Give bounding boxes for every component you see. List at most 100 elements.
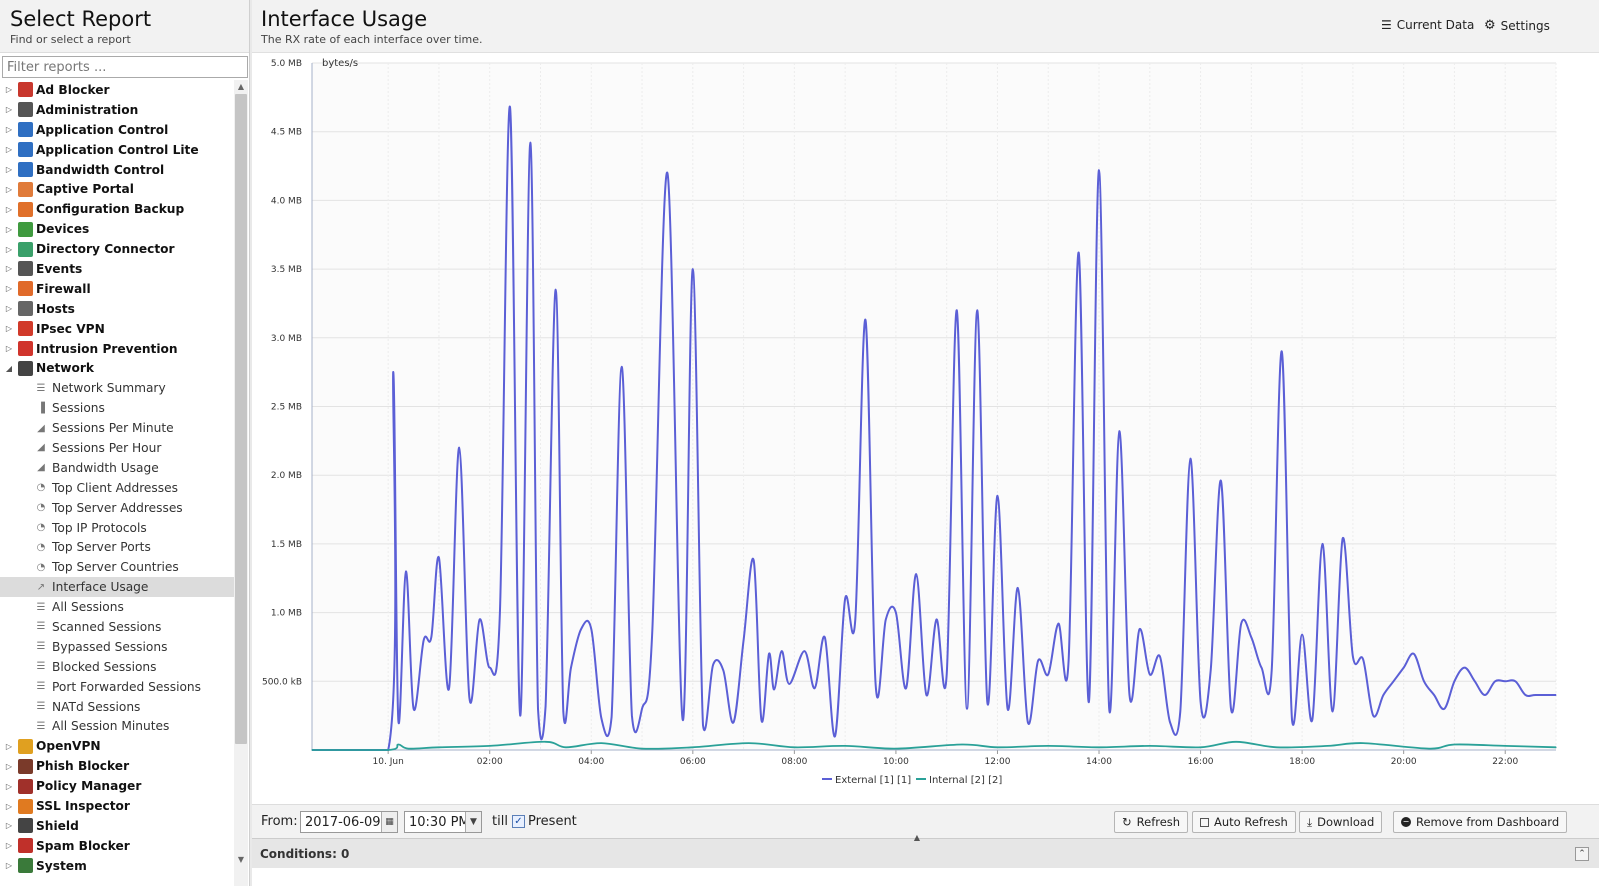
collapsed-arrow-icon[interactable]: ▷ (5, 125, 13, 135)
tree-category-hosts[interactable]: ▷ Hosts (0, 299, 234, 319)
chevron-down-icon[interactable]: ▼ (465, 812, 481, 832)
expanded-arrow-icon[interactable]: ◢ (5, 363, 13, 373)
collapsed-arrow-icon[interactable]: ▷ (5, 861, 13, 871)
tree-report-sessions-per-minute[interactable]: ◢ Sessions Per Minute (0, 418, 234, 438)
collapsed-arrow-icon[interactable]: ▷ (5, 781, 13, 791)
tree-category-events[interactable]: ▷ Events (0, 259, 234, 279)
from-time-field[interactable]: 10:30 PM ▼ (404, 811, 482, 833)
tree-category-application-control-lite[interactable]: ▷ Application Control Lite (0, 140, 234, 160)
data-point (555, 289, 557, 291)
present-checkbox[interactable]: ✓ (512, 815, 525, 828)
legend-item-label[interactable]: External [1] [1] (835, 775, 911, 786)
tree-report-top-server-countries[interactable]: ◔ Top Server Countries (0, 557, 234, 577)
tree-report-all-sessions[interactable]: ☰ All Sessions (0, 597, 234, 617)
collapsed-arrow-icon[interactable]: ▷ (5, 761, 13, 771)
tree-report-top-client-addresses[interactable]: ◔ Top Client Addresses (0, 478, 234, 498)
collapsed-arrow-icon[interactable]: ▷ (5, 85, 13, 95)
chevron-up-icon[interactable]: ▲ (913, 833, 921, 842)
tree-item-label: Top Server Countries (52, 560, 179, 575)
collapsed-arrow-icon[interactable]: ▷ (5, 324, 13, 334)
from-date-field[interactable]: 2017-06-09 ▦ (300, 811, 398, 833)
scroll-up-icon[interactable]: ▲ (237, 82, 245, 91)
administration-icon (18, 102, 33, 118)
data-point (1078, 252, 1080, 254)
line-chart-icon: ↗ (36, 581, 46, 593)
tree-category-ad-blocker[interactable]: ▷ Ad Blocker (0, 80, 234, 100)
collapsed-arrow-icon[interactable]: ▷ (5, 244, 13, 254)
collapsed-arrow-icon[interactable]: ▷ (5, 284, 13, 294)
download-button[interactable]: ⤓ Download (1299, 811, 1383, 833)
tree-report-natd-sessions[interactable]: ☰ NATd Sessions (0, 697, 234, 717)
data-point (1514, 680, 1516, 682)
tree-category-ipsec-vpn[interactable]: ▷ IPsec VPN (0, 319, 234, 339)
collapsed-arrow-icon[interactable]: ▷ (5, 821, 13, 831)
tree-category-ssl-inspector[interactable]: ▷ SSL Inspector (0, 796, 234, 816)
tree-report-port-forwarded-sessions[interactable]: ☰ Port Forwarded Sessions (0, 677, 234, 697)
collapsed-arrow-icon[interactable]: ▷ (5, 841, 13, 851)
tree-category-phish-blocker[interactable]: ▷ Phish Blocker (0, 756, 234, 776)
tree-item-label: All Sessions (52, 600, 124, 615)
calendar-icon[interactable]: ▦ (381, 812, 397, 832)
tree-category-openvpn[interactable]: ▷ OpenVPN (0, 736, 234, 756)
collapsed-arrow-icon[interactable]: ▷ (5, 344, 13, 354)
spam-blocker-icon (18, 838, 33, 854)
scroll-down-icon[interactable]: ▼ (237, 855, 245, 864)
tree-report-bypassed-sessions[interactable]: ☰ Bypassed Sessions (0, 637, 234, 657)
tree-report-top-ip-protocols[interactable]: ◔ Top IP Protocols (0, 518, 234, 538)
collapsed-arrow-icon[interactable]: ▷ (5, 224, 13, 234)
data-point (544, 741, 547, 743)
remove-from-dashboard-button[interactable]: − Remove from Dashboard (1393, 811, 1568, 833)
intrusion-prevention-icon (18, 341, 33, 357)
tree-category-network[interactable]: ◢ Network (0, 358, 234, 378)
tree-category-bandwidth-control[interactable]: ▷ Bandwidth Control (0, 160, 234, 180)
legend-item-label[interactable]: Internal [2] [2] (929, 775, 1002, 786)
y-tick-label: 4.5 MB (271, 128, 302, 138)
collapsed-arrow-icon[interactable]: ▷ (5, 264, 13, 274)
data-point (1118, 430, 1120, 432)
collapse-toggle-icon[interactable]: ⌃ (1575, 847, 1589, 861)
settings-button[interactable]: ⚙ Settings (1484, 18, 1550, 33)
tree-category-shield[interactable]: ▷ Shield (0, 816, 234, 836)
filter-reports-input[interactable] (2, 56, 248, 78)
collapsed-arrow-icon[interactable]: ▷ (5, 304, 13, 314)
tree-category-policy-manager[interactable]: ▷ Policy Manager (0, 776, 234, 796)
tree-report-interface-usage[interactable]: ↗ Interface Usage (0, 577, 234, 598)
tree-category-configuration-backup[interactable]: ▷ Configuration Backup (0, 199, 234, 219)
list-icon: ☰ (36, 621, 46, 633)
data-point (1067, 660, 1070, 662)
tree-category-devices[interactable]: ▷ Devices (0, 219, 234, 239)
tree-report-sessions[interactable]: ▐ Sessions (0, 398, 234, 418)
collapsed-arrow-icon[interactable]: ▷ (5, 145, 13, 155)
tree-report-sessions-per-hour[interactable]: ◢ Sessions Per Hour (0, 438, 234, 458)
collapsed-arrow-icon[interactable]: ▷ (5, 105, 13, 115)
collapsed-arrow-icon[interactable]: ▷ (5, 165, 13, 174)
tree-report-bandwidth-usage[interactable]: ◢ Bandwidth Usage (0, 458, 234, 478)
tree-report-network-summary[interactable]: ☰ Network Summary (0, 378, 234, 398)
policy-manager-icon (18, 778, 33, 794)
tree-report-all-session-minutes[interactable]: ☰ All Session Minutes (0, 717, 234, 737)
refresh-button[interactable]: ↻ Refresh (1114, 811, 1189, 833)
report-selector-title: Select Report (10, 7, 152, 31)
tree-category-firewall[interactable]: ▷ Firewall (0, 279, 234, 299)
tree-report-top-server-ports[interactable]: ◔ Top Server Ports (0, 537, 234, 557)
collapsed-arrow-icon[interactable]: ▷ (5, 741, 13, 751)
tree-report-blocked-sessions[interactable]: ☰ Blocked Sessions (0, 657, 234, 677)
tree-category-spam-blocker[interactable]: ▷ Spam Blocker (0, 836, 234, 856)
tree-category-directory-connector[interactable]: ▷ Directory Connector (0, 239, 234, 259)
collapsed-arrow-icon[interactable]: ▷ (5, 801, 13, 811)
tree-category-captive-portal[interactable]: ▷ Captive Portal (0, 179, 234, 199)
tree-category-system[interactable]: ▷ System (0, 856, 234, 876)
data-point (1235, 741, 1237, 743)
tree-report-top-server-addresses[interactable]: ◔ Top Server Addresses (0, 498, 234, 518)
tree-report-scanned-sessions[interactable]: ☰ Scanned Sessions (0, 617, 234, 637)
scrollbar-thumb[interactable] (235, 94, 247, 744)
collapsed-arrow-icon[interactable]: ▷ (5, 184, 13, 194)
data-point (590, 628, 592, 630)
collapsed-arrow-icon[interactable]: ▷ (5, 204, 13, 214)
tree-category-administration[interactable]: ▷ Administration (0, 100, 234, 120)
report-tree-scrollbar[interactable]: ▲ ▼ (234, 80, 248, 886)
tree-category-application-control[interactable]: ▷ Application Control (0, 120, 234, 140)
current-data-button[interactable]: ☰ Current Data (1381, 18, 1474, 32)
auto-refresh-button[interactable]: Auto Refresh (1192, 811, 1296, 833)
tree-category-intrusion-prevention[interactable]: ▷ Intrusion Prevention (0, 339, 234, 359)
